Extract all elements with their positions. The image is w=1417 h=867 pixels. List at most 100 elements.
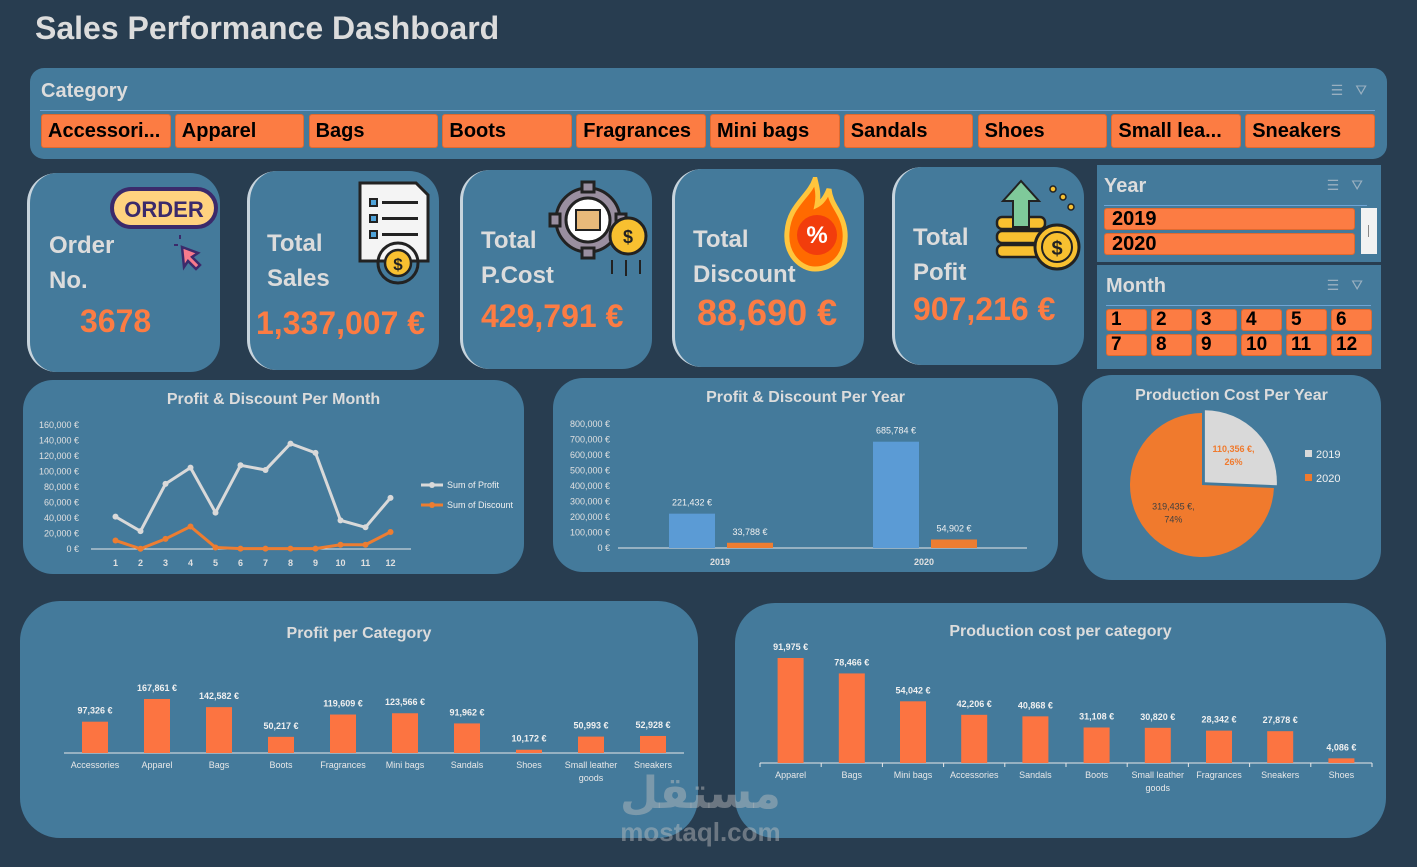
data-label: 54,042 € (895, 685, 930, 695)
pie-label-value: 110,356 €, (1212, 444, 1254, 454)
data-label: 123,566 € (385, 697, 425, 707)
data-label: 50,993 € (573, 721, 608, 731)
y-tick-label: 120,000 € (39, 451, 79, 461)
data-label: 78,466 € (834, 657, 869, 667)
y-tick-label: 700,000 € (570, 435, 610, 445)
legend-label: Sum of Profit (447, 480, 500, 490)
data-point (312, 449, 319, 456)
y-tick-label: 40,000 € (44, 513, 79, 523)
multi-select-icon[interactable]: ☰ (1326, 277, 1340, 293)
kpi-label-line2: Pofit (913, 259, 967, 286)
bar-profit-2019 (669, 513, 715, 548)
y-tick-label: 20,000 € (44, 529, 79, 539)
category-tile-8[interactable]: Shoes (977, 114, 1108, 148)
chart-profit-category: Profit per Category 97,326 € Accessories 1… (20, 601, 698, 838)
month-tile-12[interactable]: 12 (1331, 334, 1372, 356)
month-tile-3[interactable]: 3 (1196, 309, 1237, 331)
kpi-card-4: % Total Discount 88,690 € (672, 169, 864, 367)
chart-title: Profit per Category (286, 625, 432, 642)
month-tile-2[interactable]: 2 (1151, 309, 1192, 331)
month-tile-1[interactable]: 1 (1106, 309, 1147, 331)
y-tick-label: 500,000 € (570, 466, 610, 476)
legend-marker (429, 502, 435, 508)
chart-production-cost-category: Production cost per category 91,975 € App… (735, 603, 1386, 838)
multi-select-icon[interactable]: ☰ (1326, 177, 1340, 193)
kpi-label-line2: Discount (693, 261, 796, 288)
chart-title: Profit & Discount Per Year (706, 389, 905, 406)
category-slicer: Category ☰ ⛛ Accessori... Apparel Bags Boot… (30, 68, 1387, 159)
data-label: 10,172 € (511, 734, 546, 744)
category-tile-2[interactable]: Apparel (174, 114, 305, 148)
watermark-arabic: مستقل (620, 769, 781, 818)
clear-filter-icon[interactable]: ⛛ (1351, 177, 1363, 193)
legend-label: Sum of Discount (447, 500, 514, 510)
year-tile-2019[interactable]: 2019 (1104, 208, 1355, 230)
month-tile-9[interactable]: 9 (1196, 334, 1237, 356)
data-label: 30,820 € (1140, 712, 1175, 722)
data-point (262, 466, 269, 473)
x-tick-label: 2019 (710, 557, 730, 567)
data-point (312, 545, 319, 552)
data-point (212, 509, 219, 516)
month-tile-8[interactable]: 8 (1151, 334, 1192, 356)
data-label: 27,878 € (1263, 715, 1298, 725)
y-tick-label: 140,000 € (39, 436, 79, 446)
category-tile-7[interactable]: Sandals (843, 114, 974, 148)
category-tile-5[interactable]: Fragrances (576, 114, 706, 148)
data-point (137, 545, 144, 552)
kpi-label: Total Sales (267, 226, 330, 296)
clear-filter-icon[interactable]: ⛛ (1355, 82, 1367, 98)
x-tick-label: Fragrances (320, 760, 366, 770)
category-tile-4[interactable]: Boots (442, 114, 572, 148)
category-tile-6[interactable]: Mini bags (710, 114, 840, 148)
x-tick-label: Accessories (950, 770, 999, 780)
data-point (337, 541, 344, 548)
month-tile-6[interactable]: 6 (1331, 309, 1372, 331)
discount-fire-icon: % (779, 170, 851, 277)
year-tile-2020[interactable]: 2020 (1104, 233, 1355, 255)
kpi-label-line2: Sales (267, 265, 330, 292)
legend-marker (429, 482, 435, 488)
kpi-card-5: $ Total Pofit 907,216 € (892, 167, 1084, 365)
x-tick-label: Bags (209, 760, 230, 770)
chart-title: Profit & Discount Per Month (166, 391, 381, 408)
x-tick-label: Sneakers (1261, 770, 1300, 780)
x-tick-label: 9 (313, 558, 318, 568)
series-line-profit (114, 441, 392, 534)
kpi-value: 3678 (80, 303, 152, 339)
month-tile-4[interactable]: 4 (1241, 309, 1282, 331)
category-tile-3[interactable]: Bags (308, 114, 439, 148)
kpi-label-line1: Order (49, 232, 115, 259)
pie-label-pct: 26% (1224, 457, 1242, 467)
month-tile-10[interactable]: 10 (1241, 334, 1282, 356)
x-tick-label: Shoes (1329, 770, 1355, 780)
data-label: 167,861 € (137, 683, 177, 693)
year-scrollbar[interactable] (1361, 208, 1377, 254)
kpi-label-line1: Total (481, 227, 537, 254)
data-point (262, 545, 269, 552)
category-tile-1[interactable]: Accessori... (41, 114, 171, 148)
data-point (187, 464, 194, 471)
month-tile-7[interactable]: 7 (1106, 334, 1147, 356)
category-tile-9[interactable]: Small lea... (1111, 114, 1241, 148)
bar-shoes (1328, 758, 1355, 763)
x-tick-label: 8 (288, 558, 293, 568)
profit-coins-icon: $ (993, 177, 1083, 282)
kpi-label-line2: P.Cost (481, 262, 554, 289)
category-tile-10[interactable]: Sneakers (1245, 114, 1375, 148)
legend-swatch (1305, 450, 1312, 457)
kpi-value: 907,216 € (913, 291, 1056, 327)
multi-select-icon[interactable]: ☰ (1330, 82, 1344, 98)
y-tick-label: 800,000 € (570, 419, 610, 429)
data-point (362, 541, 369, 548)
y-tick-label: 100,000 € (39, 467, 79, 477)
data-label: 33,788 € (732, 527, 767, 537)
y-tick-label: 80,000 € (44, 482, 79, 492)
kpi-label: Order No. (49, 228, 114, 298)
clear-filter-icon[interactable]: ⛛ (1351, 277, 1363, 293)
x-tick-label: Apparel (775, 770, 806, 780)
bar-sneakers (640, 735, 666, 753)
bar-sneakers (1267, 731, 1294, 763)
month-tile-5[interactable]: 5 (1286, 309, 1327, 331)
month-tile-11[interactable]: 11 (1286, 334, 1327, 356)
